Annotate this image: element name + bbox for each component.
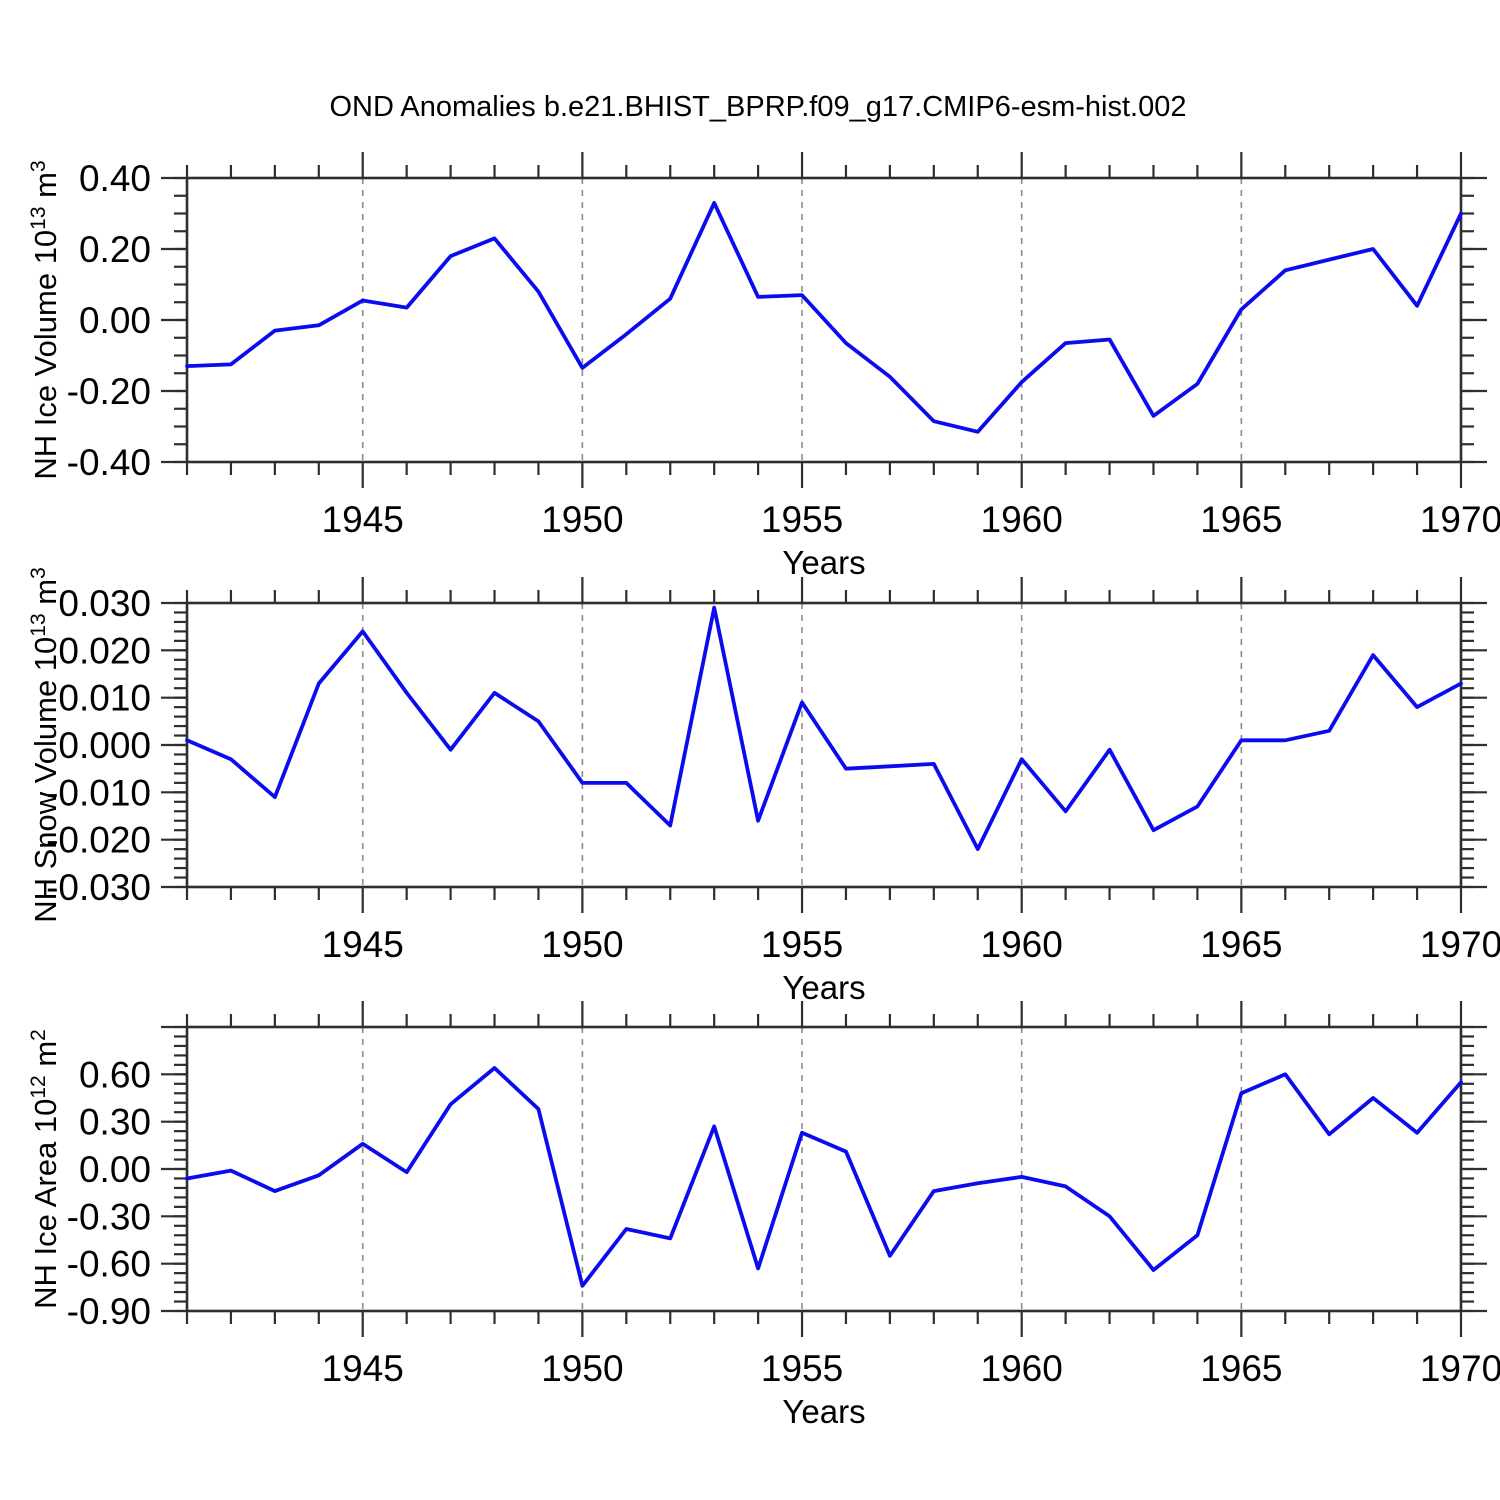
y-tick-label: -0.30 — [67, 1196, 151, 1237]
y-tick-label: 0.020 — [58, 630, 151, 671]
x-tick-label: 1970 — [1420, 499, 1500, 540]
y-tick-label: -0.90 — [67, 1291, 151, 1332]
panel-nh-ice-area: 0.60 0.30 0.00 -0.30 -0.60 -0.90 1945 1950 1955 1… — [27, 1001, 1500, 1430]
x-tick-label: 1945 — [322, 924, 404, 965]
y-axis-title-text: m — [28, 579, 63, 613]
y-tick-label: 0.40 — [79, 158, 151, 199]
data-line-nh-ice-area — [185, 1066, 1463, 1288]
x-tick-label: 1950 — [541, 1348, 623, 1389]
y-tick-label: 0.010 — [58, 678, 151, 719]
y-axis-title-sup: 13 — [27, 206, 50, 229]
x-tick-label: 1970 — [1420, 1348, 1500, 1389]
y-tick-label: -0.030 — [46, 867, 151, 908]
y-tick-label: 0.60 — [79, 1054, 151, 1095]
y-tick-label: 0.30 — [79, 1102, 151, 1143]
axis-box — [185, 176, 1463, 464]
y-axis-title-sup: 2 — [27, 1029, 50, 1041]
panel-nh-snow-volume: 0.030 0.020 0.010 0.000 -0.010 -0.020 -0.030 19… — [27, 567, 1500, 1006]
x-tick-label: 1960 — [981, 924, 1063, 965]
x-tick-label: 1945 — [322, 1348, 404, 1389]
y-tick-label: -0.010 — [46, 772, 151, 813]
y-tick-label: 0.000 — [58, 725, 151, 766]
y-axis-title-text: NH Ice Volume 10 — [28, 230, 63, 480]
x-tick-label: 1960 — [981, 499, 1063, 540]
y-tick-label: 0.00 — [79, 300, 151, 341]
axis-box — [185, 1025, 1463, 1313]
y-tick-label: -0.020 — [46, 820, 151, 861]
y-tick-label: -0.20 — [67, 371, 151, 412]
y-tick-label: 0.20 — [79, 229, 151, 270]
y-axis-title-sup: 12 — [27, 1075, 50, 1098]
x-axis-title: Years — [782, 969, 865, 1006]
y-axis-title-sup: 3 — [27, 160, 50, 172]
x-tick-label: 1970 — [1420, 924, 1500, 965]
y-tick-label: 0.030 — [58, 583, 151, 624]
x-tick-label: 1950 — [541, 924, 623, 965]
y-axis-title-text: m — [28, 1041, 63, 1075]
x-tick-label: 1955 — [761, 1348, 843, 1389]
x-tick-label: 1960 — [981, 1348, 1063, 1389]
panel-nh-ice-volume: 0.40 0.20 0.00 -0.20 -0.40 1945 1950 1955 1960 19… — [27, 152, 1500, 581]
y-axis-title: NH Ice Volume 1013 m3 — [27, 160, 63, 479]
x-tick-label: 1955 — [761, 924, 843, 965]
chart-title: OND Anomalies b.e21.BHIST_BPRP.f09_g17.C… — [330, 91, 1187, 123]
y-axis-title-text: m — [28, 172, 63, 206]
y-tick-label: -0.40 — [67, 442, 151, 483]
x-tick-label: 1945 — [322, 499, 404, 540]
x-tick-label: 1965 — [1200, 1348, 1282, 1389]
x-axis-title: Years — [782, 544, 865, 581]
y-axis-title-text: NH Ice Area 10 — [28, 1099, 63, 1309]
x-tick-label: 1955 — [761, 499, 843, 540]
y-axis-title-sup: 3 — [27, 567, 50, 579]
y-axis-title: NH Ice Area 1012 m2 — [27, 1029, 63, 1309]
y-axis-title: NH Snow Volume 1013 m3 — [27, 567, 63, 923]
x-tick-label: 1965 — [1200, 499, 1282, 540]
data-line-nh-snow-volume — [185, 605, 1463, 851]
y-axis-title-sup: 13 — [27, 613, 50, 636]
y-axis-title-text: NH Snow Volume 10 — [28, 637, 63, 923]
axis-box — [185, 601, 1463, 889]
x-tick-label: 1950 — [541, 499, 623, 540]
data-line-nh-ice-volume — [185, 200, 1463, 434]
y-tick-label: 0.00 — [79, 1149, 151, 1190]
x-tick-label: 1965 — [1200, 924, 1282, 965]
y-tick-label: -0.60 — [67, 1244, 151, 1285]
x-axis-title: Years — [782, 1393, 865, 1430]
